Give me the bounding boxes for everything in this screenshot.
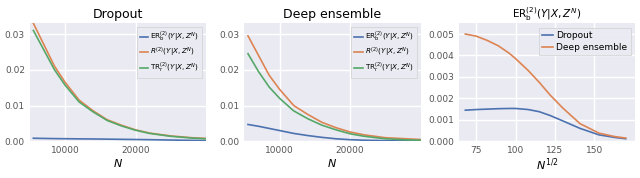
X-axis label: $N$: $N$: [113, 156, 123, 169]
Legend: Dropout, Deep ensemble: Dropout, Deep ensemble: [539, 28, 630, 55]
Title: Deep ensemble: Deep ensemble: [284, 8, 381, 21]
Title: Dropout: Dropout: [93, 8, 143, 21]
Title: $\mathrm{ER}_\mathrm{b}^{(2)}(Y|X, Z^N)$: $\mathrm{ER}_\mathrm{b}^{(2)}(Y|X, Z^N)$: [513, 5, 582, 23]
Legend: $\mathrm{ER}_\mathrm{b}^{(2)}(Y|X, Z^N)$, $R^{(2)}(Y|X, Z^N)$, $\mathrm{TR}_\mat: $\mathrm{ER}_\mathrm{b}^{(2)}(Y|X, Z^N)$…: [351, 27, 417, 78]
Legend: $\mathrm{ER}_\mathrm{b}^{(2)}(Y|X, Z^N)$, $R^{(2)}(Y|X, Z^N)$, $\mathrm{TR}_\mat: $\mathrm{ER}_\mathrm{b}^{(2)}(Y|X, Z^N)$…: [136, 27, 202, 78]
X-axis label: $N$: $N$: [328, 156, 337, 169]
X-axis label: $N^{1/2}$: $N^{1/2}$: [536, 156, 558, 173]
